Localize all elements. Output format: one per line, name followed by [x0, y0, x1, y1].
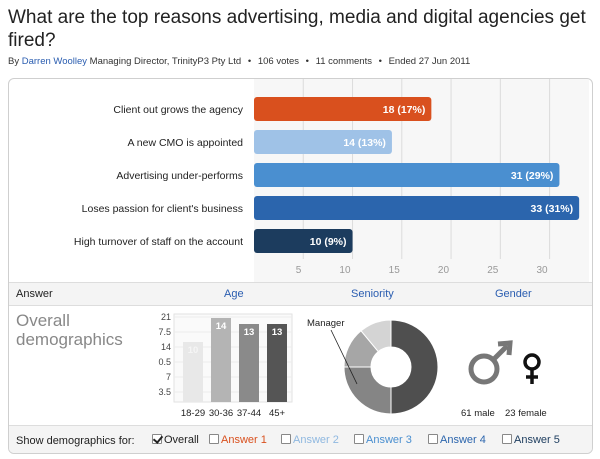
- seniority-slice: [360, 319, 392, 353]
- poll-panel: 5 10 15 20 25 30 Client out grows the agency 18…: [8, 78, 593, 454]
- show-demographics-label: Show demographics for:: [16, 435, 135, 447]
- poll-title: What are the top reasons advertising, me…: [8, 7, 586, 51]
- category-label: A new CMO is appointed: [127, 137, 243, 149]
- filter-option-answer-4[interactable]: Answer 4: [428, 434, 486, 446]
- author-link[interactable]: Darren Woolley: [21, 56, 88, 67]
- male-icon-arrow: [492, 344, 509, 361]
- filter-option-overall[interactable]: Overall: [152, 434, 199, 446]
- filter-option-label: Answer 4: [440, 434, 486, 446]
- filter-option-label: Answer 3: [366, 434, 412, 446]
- filter-option-answer-1[interactable]: Answer 1: [209, 434, 267, 446]
- checkbox[interactable]: [502, 434, 512, 444]
- filter-option-label: Overall: [164, 434, 199, 446]
- category-label: Loses passion for client's business: [82, 203, 243, 215]
- age-bar: [183, 342, 203, 402]
- age-bar-label: 13: [272, 327, 283, 338]
- age-category-label: 45+: [269, 408, 286, 419]
- gender-tab[interactable]: Gender: [495, 288, 532, 300]
- separator-dot: •: [247, 56, 252, 67]
- age-y-tick-label: 0.5: [158, 357, 171, 367]
- age-bar-label: 13: [244, 327, 255, 338]
- bar: [254, 163, 560, 187]
- x-tick-label: 25: [487, 265, 499, 276]
- filter-option-label: Answer 2: [293, 434, 339, 446]
- separator-dot: •: [378, 56, 382, 67]
- x-tick-label: 5: [296, 265, 302, 276]
- category-label: High turnover of staff on the account: [74, 236, 243, 248]
- filter-option-label: Answer 5: [514, 434, 560, 446]
- overall-line-2: demographics: [16, 330, 123, 349]
- comments-count: 11 comments: [315, 56, 372, 67]
- author-role: Managing Director, TrinityP3 Pty Ltd: [89, 56, 242, 67]
- x-tick-label: 20: [438, 265, 450, 276]
- ended-date: Ended 27 Jun 2011: [388, 56, 471, 67]
- age-bar: [267, 324, 287, 402]
- filter-option-answer-3[interactable]: Answer 3: [354, 434, 412, 446]
- annotation-leader: [330, 329, 358, 385]
- bar-data-label: 10 (9%): [310, 236, 347, 248]
- seniority-annotation: Manager: [307, 318, 345, 329]
- age-y-tick-label: 7: [166, 372, 171, 382]
- bar-data-label: 14 (13%): [343, 137, 386, 149]
- age-category-label: 18-29: [181, 408, 205, 419]
- checkbox[interactable]: [428, 434, 438, 444]
- gender-female-count: 23 female: [505, 408, 547, 419]
- age-bar-label: 10: [188, 345, 199, 356]
- bar: [254, 229, 353, 253]
- male-icon-arrowhead: [497, 340, 513, 356]
- demographics-footer: Show demographics for: Overall Answer 1 An…: [9, 425, 592, 453]
- answer-column-header: Answer: [16, 288, 53, 300]
- age-category-label: 37-44: [237, 408, 261, 419]
- byline-by: By: [8, 56, 20, 67]
- demographics-charts: 21 7.5 14 0.5 7 3.5 10 18-29 14 30-36 13 37-44 13 45+…: [158, 312, 547, 419]
- checkbox[interactable]: [209, 434, 219, 444]
- seniority-tab[interactable]: Seniority: [351, 288, 394, 300]
- age-y-tick-label: 7.5: [158, 327, 171, 337]
- filter-option-answer-2[interactable]: Answer 2: [281, 434, 339, 446]
- overall-demographics-label: Overall demographics: [16, 311, 123, 349]
- age-y-tick-label: 3.5: [158, 387, 171, 397]
- separator-dot: •: [305, 56, 309, 67]
- demographics-header: Answer Age Seniority Gender: [9, 282, 592, 306]
- age-y-tick-label: 14: [161, 342, 171, 352]
- checkbox[interactable]: [354, 434, 364, 444]
- age-y-tick-label: 21: [161, 312, 171, 322]
- bar-data-label: 33 (31%): [531, 203, 574, 215]
- overall-line-1: Overall: [16, 311, 70, 330]
- x-tick-label: 15: [389, 265, 401, 276]
- checkbox[interactable]: [281, 434, 291, 444]
- category-label: Advertising under-performs: [116, 170, 243, 182]
- gender-male-count: 61 male: [461, 408, 495, 419]
- bar-data-label: 18 (17%): [383, 104, 426, 116]
- x-tick-label: 30: [536, 265, 548, 276]
- female-icon: [523, 353, 541, 371]
- bar: [254, 130, 392, 154]
- bar-data-label: 31 (29%): [511, 170, 554, 182]
- votes-count: 106 votes: [257, 56, 300, 67]
- filter-option-label: Answer 1: [221, 434, 267, 446]
- seniority-slice: [343, 366, 392, 415]
- checkbox[interactable]: [152, 434, 162, 444]
- age-category-label: 30-36: [209, 408, 233, 419]
- age-bar: [211, 318, 231, 402]
- bar: [254, 196, 580, 220]
- category-label: Client out grows the agency: [113, 104, 243, 116]
- byline: By Darren Woolley Managing Director, Tri…: [8, 56, 470, 67]
- age-tab[interactable]: Age: [224, 288, 244, 300]
- results-bar-chart: 5 10 15 20 25 30 Client out grows the agency 18…: [74, 79, 589, 282]
- bar: [254, 97, 432, 121]
- filter-option-answer-5[interactable]: Answer 5: [502, 434, 560, 446]
- x-tick-label: 10: [339, 265, 351, 276]
- age-bar: [239, 324, 259, 402]
- age-bar-label: 14: [216, 321, 227, 332]
- seniority-slice: [390, 319, 439, 415]
- male-icon: [468, 353, 500, 385]
